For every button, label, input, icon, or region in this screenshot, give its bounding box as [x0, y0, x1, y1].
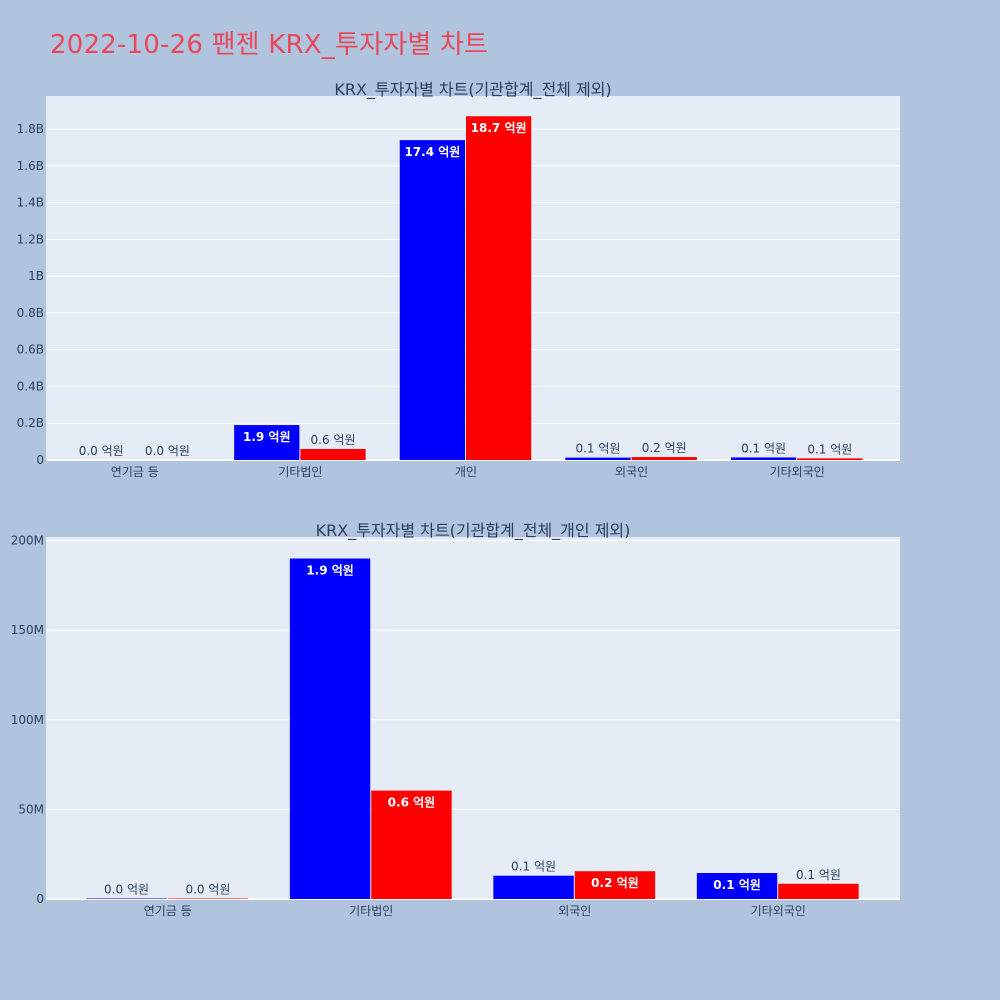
chart-1: 0 0.2B 0.4B 0.6B 0.8B 1B 1.2B 1.4B 1.6B 1.8B 0.0 억…: [17, 80, 900, 479]
y-tick-label: 1.2B: [17, 232, 44, 246]
y-tick-label: 1.6B: [17, 159, 44, 173]
bar: [167, 898, 249, 899]
data-label: 0.6 억원: [311, 433, 356, 447]
bar: [289, 558, 371, 899]
y-tick-label: 1.8B: [17, 122, 44, 136]
x-tick-label: 외국인: [558, 904, 591, 918]
x-tick-label: 기타외국인: [751, 904, 806, 918]
bar: [466, 116, 532, 460]
bar: [493, 875, 574, 899]
bar: [574, 871, 656, 899]
bar: [234, 425, 300, 460]
y-tick-label: 0: [36, 453, 44, 467]
data-label: 0.0 억원: [145, 444, 190, 458]
x-tick-label: 연기금 등: [144, 904, 192, 918]
y-tick-label: 0.8B: [17, 306, 44, 320]
data-label: 0.0 억원: [79, 444, 124, 458]
data-label: 18.7 억원: [471, 121, 527, 135]
y-tick-label: 0: [36, 892, 44, 906]
y-tick-label: 1B: [28, 269, 44, 283]
y-tick-label: 50M: [18, 802, 44, 816]
x-tick-label: 연기금 등: [111, 465, 159, 479]
bar: [631, 457, 697, 460]
data-label: 17.4 억원: [404, 145, 460, 159]
plot-background: [46, 537, 900, 899]
chart-title: KRX_투자자별 차트(기관합계_전체 제외): [334, 80, 611, 100]
bar: [399, 140, 465, 460]
data-label: 1.9 억원: [243, 430, 291, 444]
x-tick-label: 개인: [455, 465, 477, 479]
bar: [300, 448, 366, 460]
bar: [797, 458, 863, 460]
data-label: 0.1 억원: [511, 860, 556, 874]
data-label: 0.1 억원: [741, 441, 786, 455]
data-label: 0.2 억원: [642, 441, 687, 455]
x-tick-label: 외국인: [615, 465, 648, 479]
data-label: 0.0 억원: [104, 882, 149, 896]
y-tick-label: 0.6B: [17, 343, 44, 357]
bar: [565, 457, 631, 460]
y-tick-label: 1.4B: [17, 196, 44, 210]
data-label: 0.1 억원: [575, 442, 620, 456]
data-label: 1.9 억원: [306, 564, 354, 578]
bar: [778, 883, 859, 899]
y-tick-label: 200M: [11, 534, 44, 548]
data-label: 0.1 억원: [807, 442, 852, 456]
data-label: 0.0 억원: [185, 882, 230, 896]
chart-title: KRX_투자자별 차트(기관합계_전체_개인 제외): [316, 521, 631, 541]
bar: [86, 898, 167, 899]
y-tick-label: 150M: [11, 623, 44, 637]
x-tick-label: 기타외국인: [770, 465, 825, 479]
data-label: 0.6 억원: [388, 796, 436, 810]
y-tick-label: 0.2B: [17, 416, 44, 430]
x-tick-label: 기타법인: [278, 465, 322, 479]
data-label: 0.2 억원: [591, 876, 639, 890]
data-label: 0.1 억원: [713, 878, 761, 892]
bar: [371, 790, 452, 899]
y-tick-label: 0.4B: [17, 379, 44, 393]
y-tick-label: 100M: [11, 713, 44, 727]
page-title: 2022-10-26 팬젠 KRX_투자자별 차트: [50, 30, 489, 60]
x-tick-label: 기타법인: [349, 904, 393, 918]
bar: [730, 457, 797, 460]
bar: [696, 873, 778, 899]
data-label: 0.1 억원: [796, 868, 841, 882]
